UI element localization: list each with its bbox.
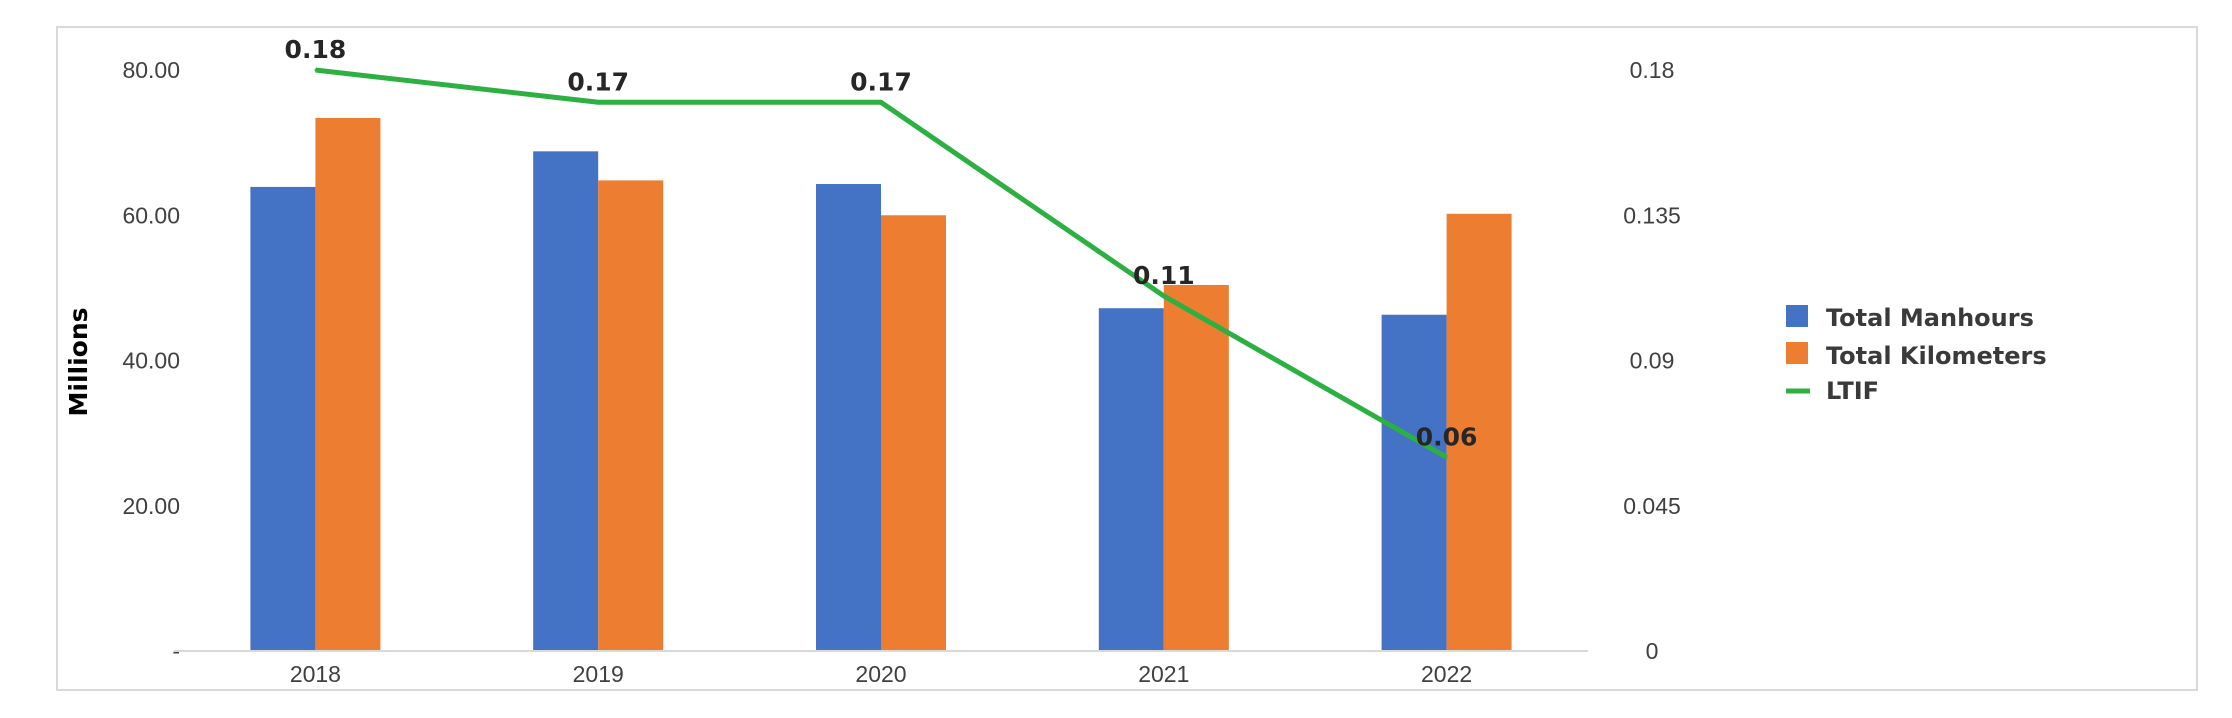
ltif-data-label: 0.17 (567, 67, 629, 96)
line-series-group (314, 67, 1448, 460)
x-tick-label: 2019 (573, 661, 624, 687)
bar-total-manhours (533, 151, 599, 651)
bar-total-manhours (250, 186, 316, 651)
left-tick-label: 40.00 (122, 348, 180, 374)
ltif-data-label: 0.06 (1416, 422, 1478, 451)
ltif-data-label: 0.11 (1133, 261, 1195, 290)
ltif-point (1162, 294, 1165, 297)
legend-swatch-total-kilometers (1786, 342, 1808, 364)
bar-total-kilometers (1446, 213, 1512, 652)
right-tick-label: 0 (1646, 638, 1659, 664)
left-tick-label: 80.00 (122, 57, 180, 83)
legend-swatch-total-manhours (1786, 305, 1808, 327)
bar-total-manhours (1098, 308, 1164, 651)
x-tick-label: 2020 (855, 661, 906, 687)
right-tick-label: 0.045 (1623, 493, 1681, 519)
bar-total-kilometers (315, 117, 381, 652)
ltif-data-label: 0.18 (285, 35, 347, 64)
bar-total-kilometers (1163, 284, 1229, 651)
right-axis-ticks: 0 0.045 0.09 0.135 0.18 (1623, 57, 1681, 664)
legend-label-total-manhours: Total Manhours (1826, 304, 2034, 332)
x-tick-label: 2018 (290, 661, 341, 687)
x-axis-ticks: 2018 2019 2020 2021 2022 (290, 661, 1472, 687)
legend-label-total-kilometers: Total Kilometers (1826, 342, 2047, 370)
ltif-data-label: 0.17 (850, 67, 912, 96)
bar-total-manhours (1381, 314, 1447, 651)
bar-total-kilometers (881, 215, 946, 651)
right-tick-label: 0.135 (1623, 202, 1681, 228)
ltif-point (314, 69, 317, 71)
line-data-labels: 0.18 0.17 0.17 0.11 0.06 (285, 35, 1478, 451)
x-tick-label: 2022 (1421, 661, 1472, 687)
ltif-point (1445, 456, 1448, 459)
y-axis-title: Millions (64, 307, 93, 416)
ltif-point (597, 101, 600, 104)
right-tick-label: 0.18 (1630, 57, 1675, 83)
legend: Total Manhours Total Kilometers LTIF (1786, 304, 2047, 405)
bar-total-manhours (816, 184, 881, 652)
x-tick-label: 2021 (1138, 661, 1189, 687)
bar-total-kilometers (598, 180, 664, 651)
right-tick-label: 0.09 (1630, 348, 1675, 374)
legend-label-ltif: LTIF (1826, 377, 1879, 405)
left-tick-label: 20.00 (122, 493, 180, 519)
ltif-point (880, 101, 882, 104)
bar-series-group (250, 117, 1512, 652)
left-tick-label: 60.00 (122, 202, 180, 228)
